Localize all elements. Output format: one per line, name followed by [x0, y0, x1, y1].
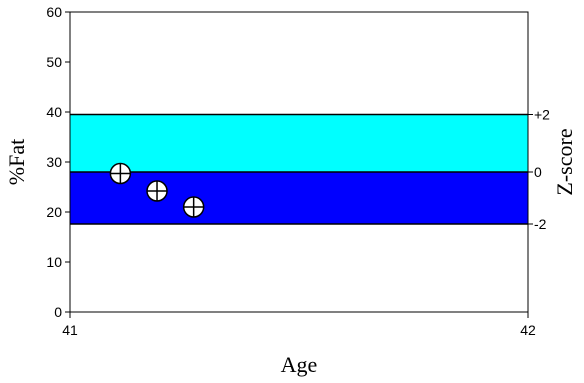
- x-tick-label: 41: [62, 322, 78, 338]
- reference-bands: [70, 115, 528, 225]
- y-tick-label: 0: [54, 304, 62, 320]
- y-tick-label: 30: [46, 154, 62, 170]
- data-point: [147, 181, 167, 201]
- z-tick-label: +2: [534, 107, 550, 123]
- y-axis: 0 10 20 30 40 50 60: [46, 4, 70, 320]
- z-tick-label: -2: [534, 216, 547, 232]
- x-axis-title: Age: [281, 352, 318, 377]
- y-tick-label: 20: [46, 204, 62, 220]
- data-point: [110, 164, 130, 184]
- z-score-axis-title: Z-score: [552, 128, 577, 195]
- reference-band: [70, 172, 528, 224]
- y-axis-title: %Fat: [4, 139, 29, 185]
- x-tick-label: 42: [520, 322, 536, 338]
- y-tick-label: 10: [46, 254, 62, 270]
- reference-band: [70, 115, 528, 173]
- data-point: [184, 197, 204, 217]
- z-score-axis: +2 0 -2: [528, 107, 550, 233]
- y-tick-label: 40: [46, 104, 62, 120]
- x-axis: 41 42: [62, 312, 536, 338]
- y-tick-label: 50: [46, 54, 62, 70]
- y-tick-label: 60: [46, 4, 62, 20]
- z-tick-label: 0: [534, 164, 542, 180]
